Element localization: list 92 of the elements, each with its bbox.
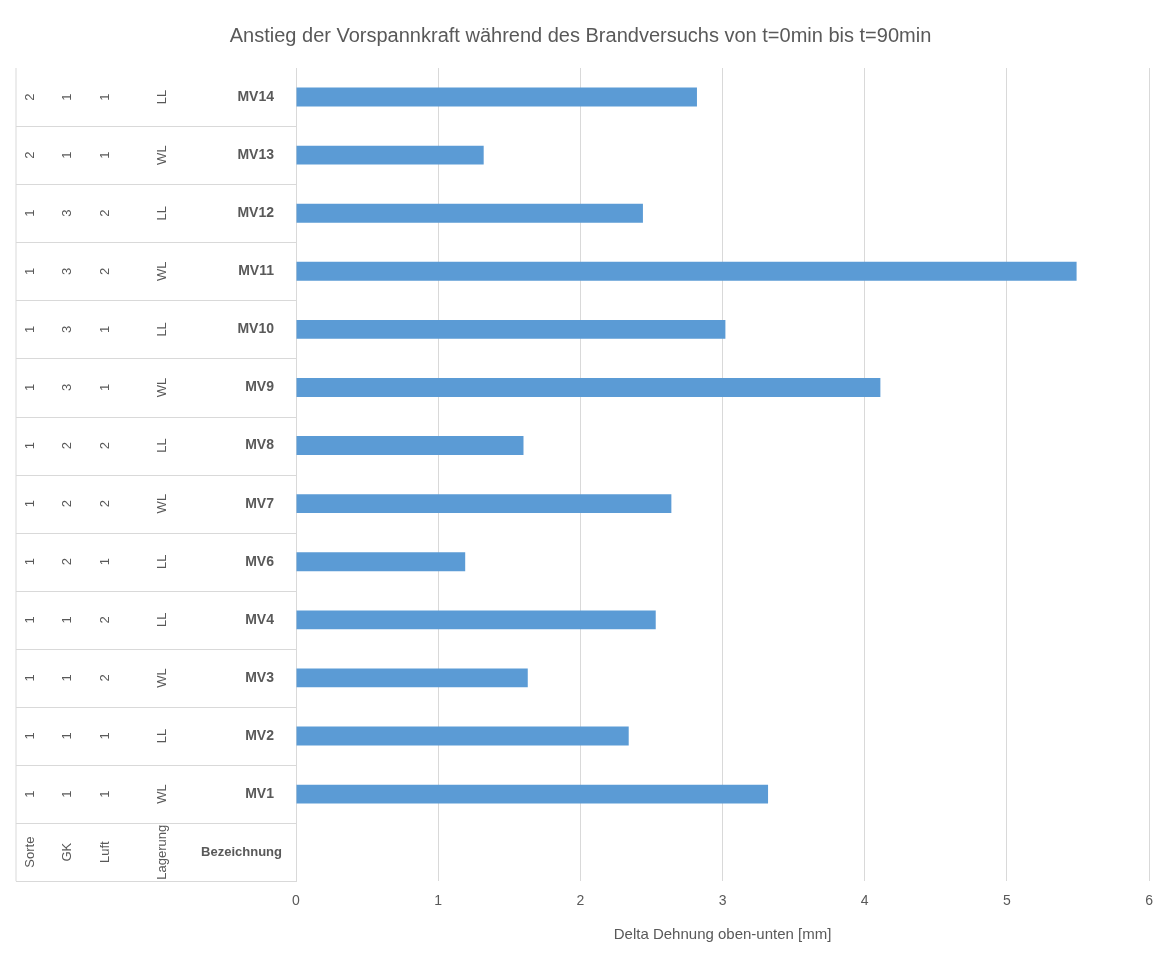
x-tick-label: 4 (860, 892, 869, 909)
text: LL (153, 89, 169, 105)
y-tick-label: MV8 (245, 436, 275, 453)
text: 1 (21, 441, 37, 450)
bar (296, 784, 769, 804)
text: 1 (96, 732, 112, 740)
bar (296, 552, 466, 572)
y-tick-label: MV4 (245, 610, 275, 627)
text: 1 (58, 732, 74, 740)
text: 2 (96, 209, 112, 217)
text: Luft (96, 840, 112, 863)
text: 1 (58, 151, 74, 159)
text: 1 (96, 790, 112, 798)
y-tick-label: MV9 (245, 378, 275, 395)
text: 2 (96, 441, 112, 450)
y-tick-label: MV11 (238, 262, 275, 279)
text: 2 (96, 616, 112, 624)
text: WL (153, 668, 169, 688)
bar (296, 145, 484, 165)
y-tick-label: MV1 (245, 784, 275, 801)
text: 2 (21, 151, 37, 159)
text: 1 (96, 93, 112, 101)
text: 1 (21, 674, 37, 682)
y-tick-label: MV6 (245, 552, 275, 569)
y-tick-label: MV10 (237, 320, 275, 337)
bar (296, 378, 881, 397)
text: 2 (58, 558, 74, 566)
text: 1 (21, 267, 37, 275)
bar (296, 319, 726, 339)
text: LL (153, 438, 169, 453)
text: 1 (21, 558, 37, 566)
text: 2 (96, 500, 112, 508)
text: LL (153, 612, 169, 628)
x-tick-label: 3 (718, 892, 727, 909)
y-tick-label: MV13 (237, 145, 275, 162)
text: 2 (58, 500, 74, 508)
text: 1 (58, 616, 74, 624)
text: 1 (21, 325, 37, 333)
bar (296, 668, 528, 688)
text: 1 (58, 790, 74, 798)
bar (296, 203, 643, 223)
text: WL (153, 145, 169, 165)
bar (296, 610, 656, 630)
text: LL (153, 728, 169, 744)
chart-title: Anstieg der Vorspannkraft während des Brandversuchs von t=0min bis t=90min (229, 23, 932, 46)
text: 1 (21, 732, 37, 740)
text: WL (153, 493, 169, 514)
text: WL (153, 377, 169, 398)
text: Sorte (21, 836, 37, 868)
text: 1 (96, 383, 112, 392)
y-tick-label: MV2 (245, 726, 275, 743)
bar (296, 87, 697, 107)
text: LL (153, 554, 169, 569)
text: 1 (96, 151, 112, 159)
text: 1 (21, 209, 37, 217)
text: 3 (58, 267, 74, 275)
x-tick-label: 6 (1145, 892, 1154, 909)
text: 2 (96, 267, 112, 275)
text: 2 (58, 441, 74, 450)
text: 2 (96, 674, 112, 682)
x-axis-title: Delta Dehnung oben-unten [mm] (613, 925, 832, 943)
text: 1 (58, 93, 74, 101)
text: 3 (58, 209, 74, 217)
text: WL (153, 261, 169, 282)
text: 2 (21, 93, 37, 101)
text: 3 (58, 383, 74, 392)
text: 3 (58, 325, 74, 333)
text: 1 (21, 383, 37, 392)
text: LL (153, 205, 169, 221)
x-tick-label: 5 (1003, 892, 1012, 909)
x-tick-label: 0 (292, 892, 301, 909)
bar (296, 261, 1077, 281)
text: WL (153, 784, 169, 804)
text: 1 (21, 616, 37, 624)
text: 1 (21, 500, 37, 508)
x-tick-label: 1 (434, 892, 443, 909)
y-tick-label: MV7 (245, 494, 275, 511)
text: 1 (96, 558, 112, 566)
y-tick-label: MV3 (245, 668, 275, 685)
y-tick-label: MV12 (237, 204, 275, 221)
text: Bezeichnung (201, 843, 283, 859)
text: GK (58, 842, 74, 862)
text: 1 (21, 790, 37, 798)
text: 1 (96, 325, 112, 333)
x-tick-label: 2 (576, 892, 585, 909)
text: 1 (58, 674, 74, 682)
text: LL (153, 322, 169, 337)
y-tick-label: MV14 (237, 87, 275, 104)
bar (296, 436, 524, 455)
bar (296, 726, 629, 746)
text: Lagerung (153, 824, 169, 880)
bar (296, 494, 672, 514)
